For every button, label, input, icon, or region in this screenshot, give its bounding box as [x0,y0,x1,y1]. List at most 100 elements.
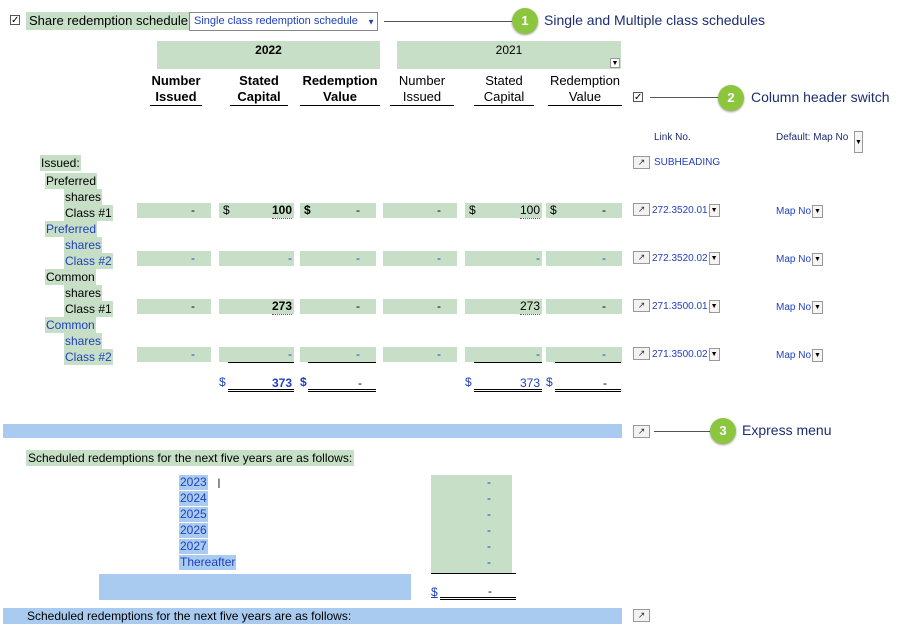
map-no-dropdown[interactable]: Map No ▼ [776,253,824,266]
total-stated-dollar-2022: $ [219,375,226,389]
scheduled-total-dollar: $ [431,585,438,599]
row-label-shares: shares [64,285,103,301]
cell-number-issued-2021[interactable]: - [383,347,457,362]
cell-number-issued-2021[interactable]: - [383,251,457,266]
scheduled-year-label: 2025 [179,507,208,522]
cell-redemption-value-2022[interactable]: - [300,299,376,314]
year-header-prior[interactable]: 2021 ▼ [397,41,621,69]
cell-redemption-value-2021[interactable]: $ - [546,203,622,218]
link-number-dropdown[interactable]: 272.3520.01 ▼ [652,204,720,217]
chevron-down-icon[interactable]: ▼ [610,58,620,68]
callout-badge-3: 3 [710,418,736,444]
express-menu-icon[interactable]: ↗ [633,203,650,216]
chevron-down-icon[interactable]: ▼ [708,204,720,217]
map-no-dropdown[interactable]: Map No ▼ [776,205,824,218]
callout-line-2 [650,97,720,98]
express-menu-icon[interactable]: ↗ [633,347,650,360]
cell-redemption-value-2022[interactable]: $ - [300,203,376,218]
scheduled-year-value[interactable]: - [487,475,491,489]
link-number-dropdown[interactable]: 271.3500.02 ▼ [652,348,720,361]
row-label-class: Class #1 [64,205,113,221]
footer-scheduled-title: Scheduled redemptions for the next five … [3,608,622,624]
cell-stated-capital-2022[interactable]: - [219,347,294,362]
express-menu-icon[interactable]: ↗ [633,251,650,264]
cell-stated-capital-2021[interactable]: $100 [465,203,542,219]
chevron-down-icon[interactable]: ▼ [812,301,824,314]
total-redemption-dollar-2022: $ [300,375,307,389]
cell-number-issued-2022[interactable]: - [137,347,211,362]
row-label-type: Preferred [45,221,98,237]
map-no-dropdown[interactable]: Map No ▼ [776,301,824,314]
chevron-down-icon[interactable]: ▼ [812,253,824,266]
scheduled-year-value[interactable]: - [487,555,491,569]
row-label-shares: shares [64,237,103,253]
default-map-header[interactable]: Default: Map No ▼ [776,131,863,153]
total-stated-capital-2022: 373 [228,362,294,392]
scheduled-year-label: 2024 [179,491,208,506]
express-menu-icon[interactable]: ↗ [633,609,650,622]
scheduled-year-label: 2023 [179,475,208,490]
express-menu-icon[interactable]: ↗ [633,425,650,438]
col-number-issued-2022: Number Issued [150,73,202,106]
subheading-label: SUBHEADING [654,157,721,168]
text-cursor-icon: I [217,475,221,491]
cell-redemption-value-2021[interactable]: - [546,347,622,362]
col-redemption-value-2021: Redemption Value [548,73,622,106]
callout-text-1: Single and Multiple class schedules [544,12,766,28]
map-no-dropdown[interactable]: Map No ▼ [776,349,824,362]
col-stated-capital-2022: Stated Capital [230,73,288,106]
cell-number-issued-2022[interactable]: - [137,251,211,266]
total-stated-dollar-2021: $ [465,375,472,389]
cell-stated-capital-2021[interactable]: 273 [465,299,542,315]
cell-number-issued-2022[interactable]: - [137,299,211,314]
scheduled-year-value[interactable]: - [487,523,491,537]
total-redemption-value-2021: - [555,362,621,392]
link-number-dropdown[interactable]: 272.3520.02 ▼ [652,252,720,265]
link-no-header: Link No. [654,132,691,143]
chevron-down-icon[interactable]: ▼ [812,205,824,218]
cell-stated-capital-2022[interactable]: - [219,251,294,266]
column-header-switch-checkbox[interactable]: ✓ [633,92,643,103]
cell-redemption-value-2022[interactable]: - [300,347,376,362]
row-label-type: Preferred [45,173,98,189]
col-stated-capital-2021: Stated Capital [474,73,534,106]
express-menu-icon[interactable]: ↗ [633,299,650,312]
scheduled-year-value[interactable]: - [487,539,491,553]
total-stated-capital-2021: 373 [474,362,542,392]
express-menu-icon[interactable]: ↗ [633,156,650,169]
cell-stated-capital-2021[interactable]: - [465,347,542,362]
scheduled-year-value[interactable]: - [487,507,491,521]
callout-text-3: Express menu [742,422,832,438]
callout-text-2: Column header switch [751,89,890,105]
row-label-type: Common [45,317,96,333]
cell-number-issued-2021[interactable]: - [383,299,457,314]
row-label-class: Class #1 [64,301,113,317]
callout-line-1 [384,21,514,22]
express-menu-band [3,424,622,438]
link-number-dropdown[interactable]: 271.3500.01 ▼ [652,300,720,313]
cell-redemption-value-2021[interactable]: - [546,251,622,266]
cell-stated-capital-2022[interactable]: 273 [219,299,294,315]
scheduled-total-rule [431,573,516,574]
row-label-shares: shares [64,189,103,205]
chevron-down-icon[interactable]: ▼ [854,131,863,153]
cell-stated-capital-2022[interactable]: $100 [219,203,294,219]
chevron-down-icon[interactable]: ▼ [812,349,824,362]
row-label-class: Class #2 [64,349,113,365]
chevron-down-icon[interactable]: ▼ [708,252,720,265]
share-redemption-label: Share redemption schedule [26,12,191,30]
cell-redemption-value-2021[interactable]: - [546,299,622,314]
cell-number-issued-2022[interactable]: - [137,203,211,218]
cell-stated-capital-2021[interactable]: - [465,251,542,266]
scheduled-blue-band [99,574,411,600]
chevron-down-icon[interactable]: ▼ [708,300,720,313]
col-number-issued-2021: Number Issued [390,73,454,106]
cell-redemption-value-2022[interactable]: - [300,251,376,266]
share-redemption-checkbox[interactable]: ✓ [10,15,20,26]
schedule-type-dropdown[interactable]: Single class redemption schedule ▼ [189,12,378,31]
cell-number-issued-2021[interactable]: - [383,203,457,218]
chevron-down-icon[interactable]: ▼ [708,348,720,361]
row-label-class: Class #2 [64,253,113,269]
chevron-down-icon: ▼ [367,17,375,26]
scheduled-year-value[interactable]: - [487,491,491,505]
